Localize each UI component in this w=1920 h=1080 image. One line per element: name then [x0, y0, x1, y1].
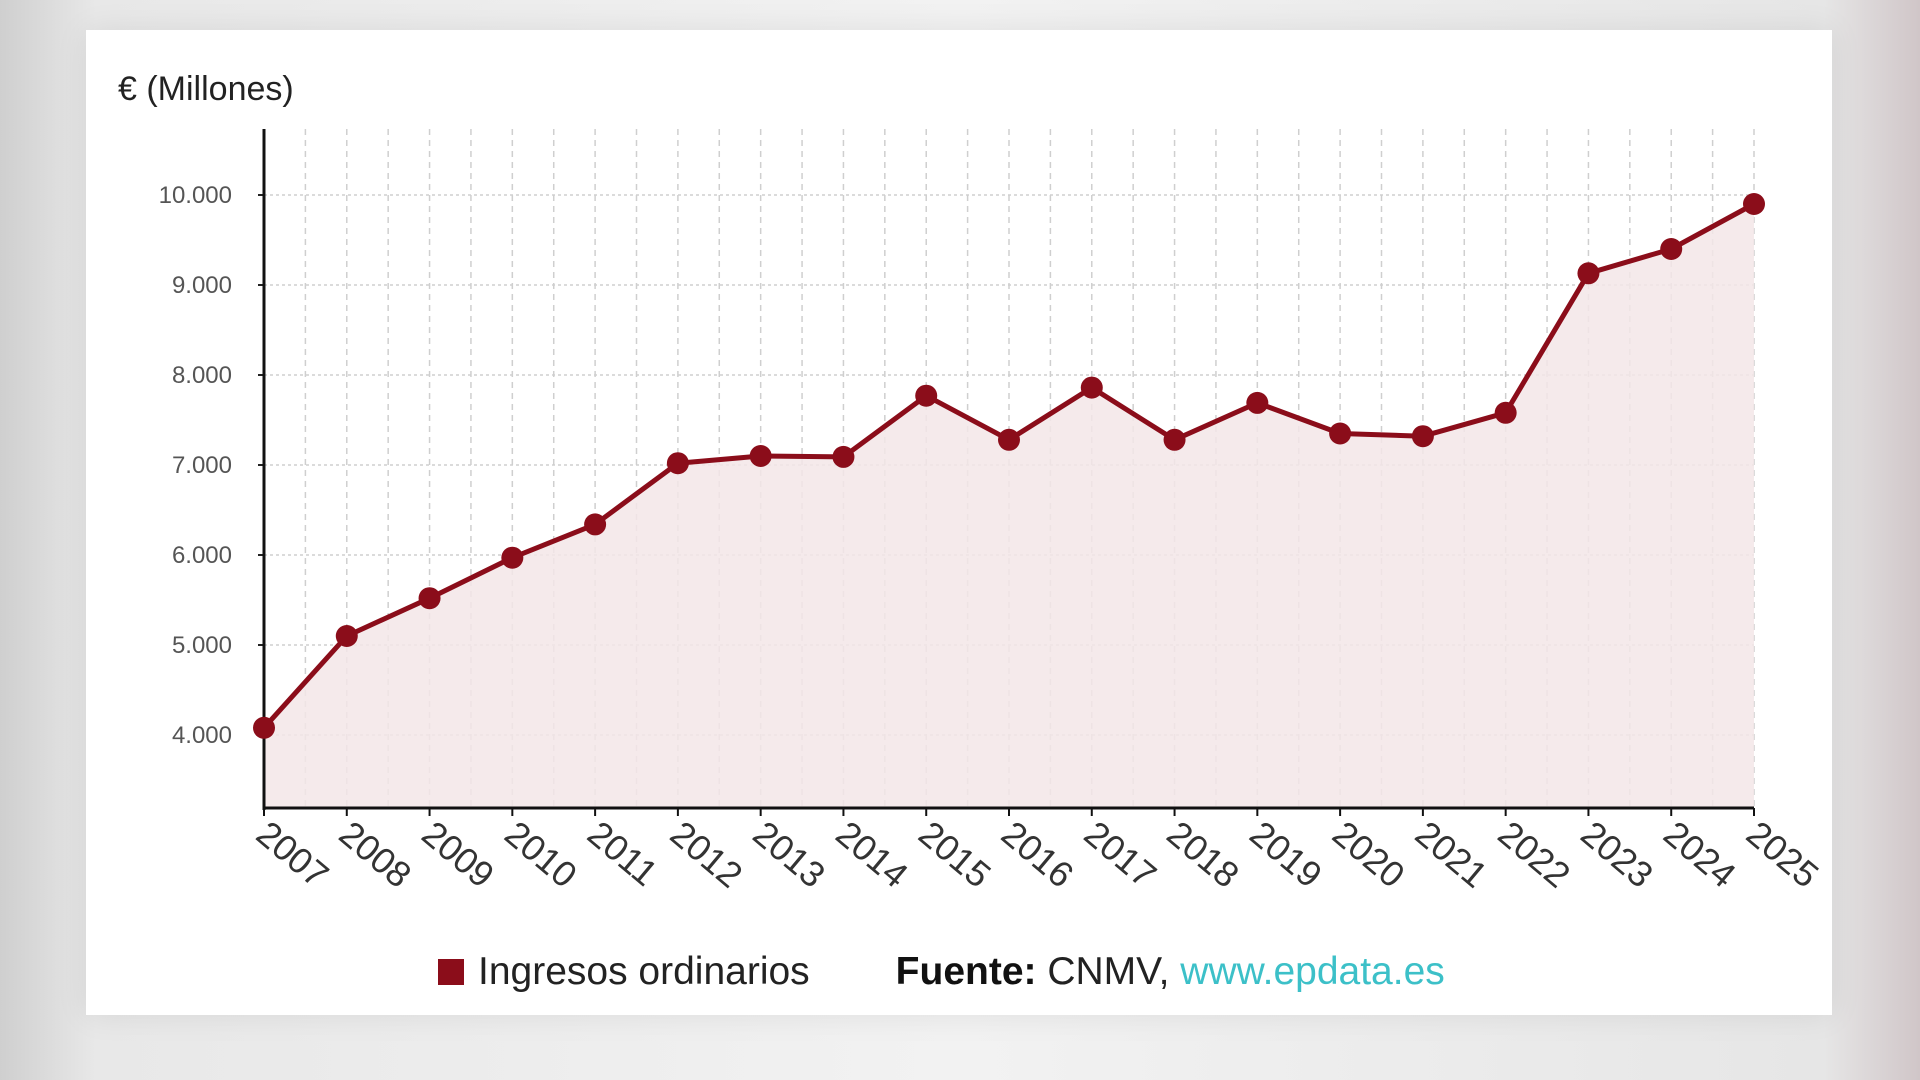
data-point	[1246, 391, 1269, 414]
x-tick-label: 2019	[1242, 813, 1330, 896]
data-point	[501, 546, 524, 569]
x-tick-label: 2023	[1573, 813, 1661, 896]
y-tick-label: 9.000	[172, 272, 232, 299]
data-point	[915, 384, 938, 407]
x-tick-label: 2015	[911, 813, 999, 896]
data-point	[666, 452, 689, 475]
data-point	[1411, 425, 1434, 448]
y-tick-label: 7.000	[172, 452, 232, 479]
x-tick-label: 2013	[746, 813, 834, 896]
x-tick-label: 2007	[249, 813, 337, 896]
data-point	[1329, 422, 1352, 445]
x-tick-label: 2018	[1159, 813, 1247, 896]
y-tick-label: 8.000	[172, 362, 232, 389]
data-point	[1163, 428, 1186, 451]
source-link[interactable]: www.epdata.es	[1180, 950, 1445, 993]
data-point	[749, 445, 772, 467]
source-name: CNMV,	[1047, 950, 1170, 993]
data-point	[1743, 193, 1765, 215]
x-tick-label: 2021	[1408, 813, 1496, 896]
y-tick-label: 4.000	[172, 722, 232, 749]
legend-swatch	[438, 959, 464, 985]
x-tick-label: 2022	[1491, 813, 1579, 896]
x-tick-label: 2025	[1739, 813, 1827, 896]
x-tick-label: 2024	[1656, 813, 1744, 896]
source-label: Fuente:	[895, 950, 1037, 993]
data-point	[335, 625, 358, 647]
data-point	[832, 445, 855, 468]
x-tick-label: 2011	[580, 813, 666, 894]
x-tick-label: 2016	[994, 813, 1082, 896]
y-tick-label: 6.000	[172, 542, 232, 569]
data-point	[418, 587, 441, 610]
data-point	[1577, 262, 1600, 285]
area-fill	[264, 204, 1754, 808]
legend-label: Ingresos ordinarios	[478, 950, 810, 993]
y-tick-label: 10.000	[159, 182, 232, 209]
x-tick-label: 2008	[332, 813, 420, 896]
y-tick-label: 5.000	[172, 632, 232, 659]
y-axis-title: € (Millones)	[118, 70, 294, 108]
data-point	[584, 513, 607, 536]
x-tick-label: 2009	[414, 813, 502, 896]
data-point	[998, 428, 1020, 451]
x-tick-label: 2010	[497, 813, 585, 896]
data-point	[1494, 401, 1517, 424]
legend: Ingresos ordinarios Fuente: CNMV, www.ep…	[438, 950, 1445, 994]
data-point	[1080, 376, 1103, 399]
x-tick-label: 2017	[1077, 813, 1165, 896]
x-tick-label: 2014	[828, 813, 916, 896]
x-tick-label: 2012	[663, 813, 751, 896]
x-tick-label: 2020	[1325, 813, 1413, 896]
data-point	[253, 716, 275, 739]
data-point	[1660, 238, 1683, 260]
source-line: Fuente: CNMV, www.epdata.es	[896, 950, 1445, 994]
